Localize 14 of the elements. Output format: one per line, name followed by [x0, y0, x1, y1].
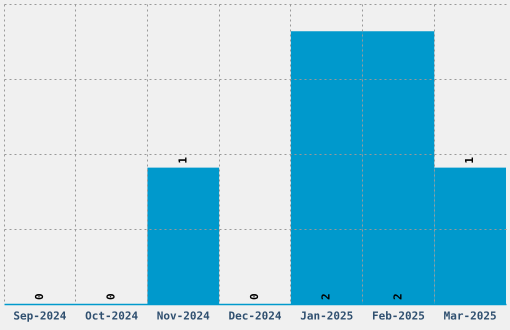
data-label: 0 [248, 293, 261, 300]
data-label: 0 [104, 293, 118, 300]
x-tick-label: Mar-2025 [444, 310, 497, 322]
x-tick-label: Jan-2025 [300, 310, 354, 322]
data-label: 2 [391, 293, 404, 300]
x-tick-label: Oct-2024 [85, 310, 138, 322]
data-label: 0 [32, 293, 46, 300]
x-tick-label: Nov-2024 [156, 310, 210, 322]
x-tick-label: Sep-2024 [13, 310, 67, 322]
data-label: 1 [176, 156, 190, 164]
data-label: 2 [320, 293, 333, 300]
data-label: 1 [463, 156, 476, 164]
x-tick-label: Dec-2024 [228, 310, 282, 322]
x-tick-label: Feb-2025 [372, 310, 425, 322]
